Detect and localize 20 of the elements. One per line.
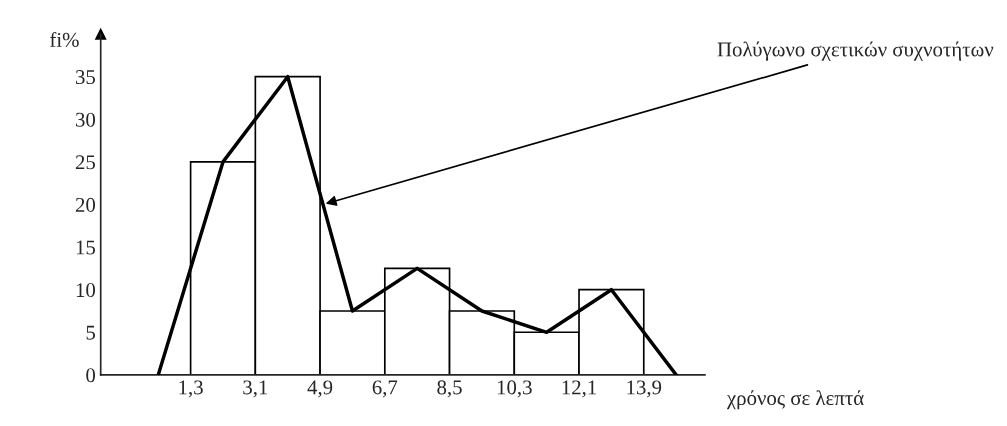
line-series (156, 74, 678, 375)
x-tick-label: 4,9 (307, 380, 333, 398)
y-axis-title: fi% (50, 32, 79, 47)
x-tick-label: 12,1 (562, 380, 596, 398)
annotation: Πολύγωνο σχετικών συχνοτήτων (717, 41, 994, 61)
y-tick-label: 10 (76, 283, 96, 298)
x-tick-label: 13,9 (627, 380, 662, 398)
y-tick-label: 25 (75, 155, 96, 170)
x-tick-label: 8,5 (437, 380, 462, 398)
y-tick-label: 20 (75, 197, 96, 212)
y-tick-label: 15 (76, 240, 96, 255)
y-tick-label: 35 (76, 70, 96, 85)
x-tick-label: 3,1 (243, 380, 268, 398)
y-tick-label: 30 (76, 112, 96, 127)
x-tick-label: 1,3 (179, 380, 203, 398)
y-tick-label: 5 (86, 325, 96, 340)
x-tick-label: 10,3 (497, 380, 532, 398)
x-tick-label: 6,7 (372, 380, 398, 398)
x-axis-title: χρόνος σε λεπτά (726, 390, 864, 410)
y-tick-label: 0 (86, 368, 96, 383)
